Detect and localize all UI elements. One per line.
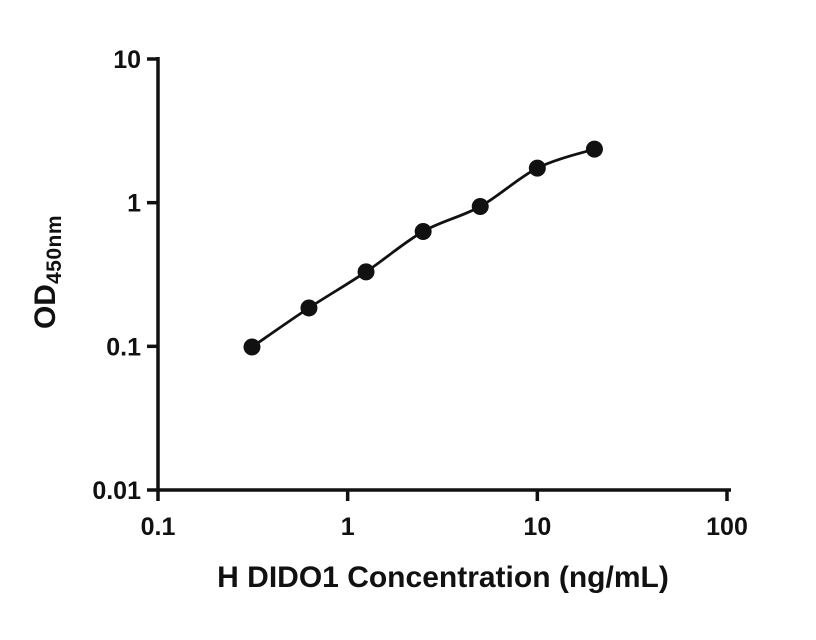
data-point-marker [414,222,432,240]
data-point-marker [300,299,318,317]
x-axis-tick-label: 1 [341,513,355,541]
data-point-marker [528,159,546,177]
y-axis-tick-label: 1 [127,190,141,218]
x-axis-tick-label: 0.1 [141,513,176,541]
x-axis-title: H DIDO1 Concentration (ng/mL) [217,561,669,594]
y-axis-tick-label: 0.1 [106,333,141,361]
x-axis-tick-label: 100 [706,513,748,541]
data-point-marker [357,263,375,281]
axes-lines [156,57,731,492]
y-axis-title-subscript: 450nm [43,214,66,285]
data-point-marker [471,198,489,216]
x-axis-tick-label: 10 [523,513,551,541]
y-axis-tick-label: 10 [113,46,141,74]
fit-curve-line [251,147,595,349]
data-point-marker [243,338,261,356]
y-axis-title: OD450nm [29,215,67,329]
y-axis-title-main: OD [29,284,62,330]
data-point-marker [585,140,603,158]
y-axis-tick-label: 0.01 [92,477,141,505]
